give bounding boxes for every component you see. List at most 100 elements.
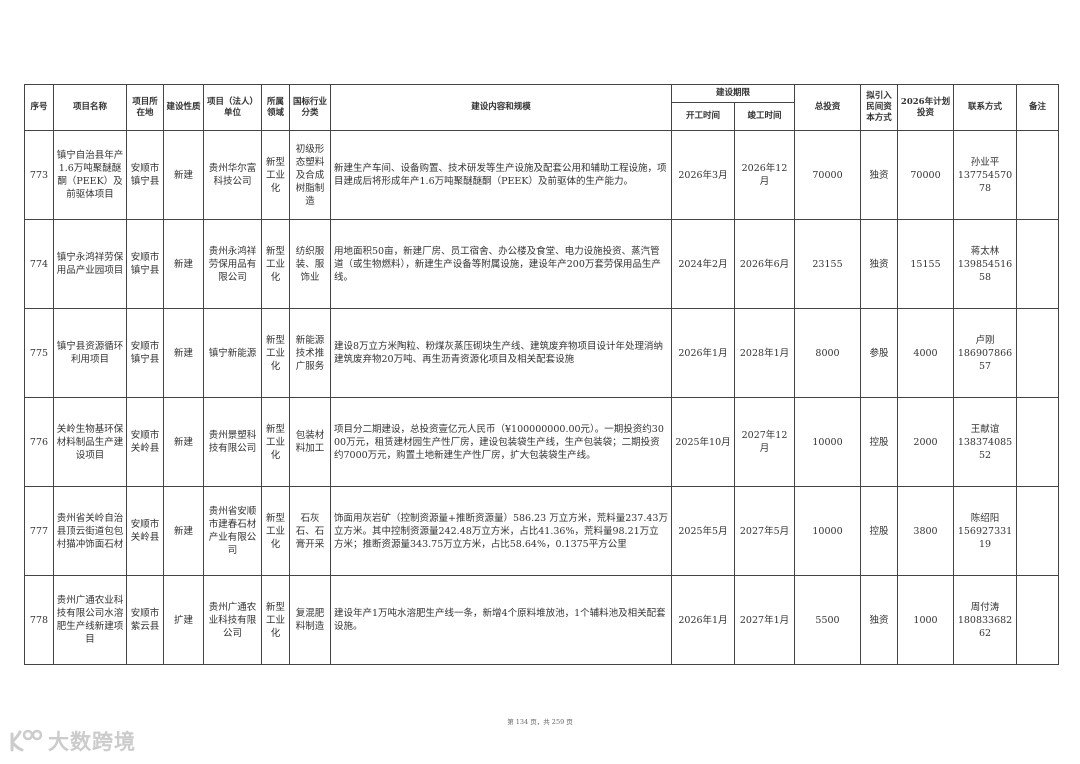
cell-capital-mode: 独资 xyxy=(860,575,899,665)
cell-field: 新型工业化 xyxy=(261,397,290,487)
cell-content: 用地面积50亩，新建厂房、员工宿舍、办公楼及食堂、电力设施投资、蒸汽管道（或生物… xyxy=(330,219,672,309)
watermark: 大数跨境 xyxy=(8,726,136,756)
cell-content: 建设年产1万吨水溶肥生产线一条，新增4个原料堆放池，1个辅料池及相关配套设施。 xyxy=(330,575,672,665)
cell-contact: 周付涛 18083368262 xyxy=(953,575,1018,665)
cell-start: 2025年10月 xyxy=(671,397,735,487)
contact-name: 蒋太林 xyxy=(970,245,1000,257)
contact-phone: 13837408552 xyxy=(957,436,1013,461)
table-row: 778 贵州广通农业科技有限公司水溶肥生产线新建项目 安顺市紫云县 扩建 贵州广通农业科… xyxy=(24,575,1060,665)
cell-seq: 776 xyxy=(24,397,54,487)
header-contact: 联系方式 xyxy=(953,84,1018,131)
header-start: 开工时间 xyxy=(671,102,735,131)
page-number: 第 134 页，共 259 页 xyxy=(507,718,573,726)
cell-name: 贵州广通农业科技有限公司水溶肥生产线新建项目 xyxy=(53,575,127,665)
cell-field: 新型工业化 xyxy=(261,219,290,309)
cell-seq: 777 xyxy=(24,486,54,576)
cell-start: 2026年1月 xyxy=(671,575,735,665)
header-plan2026: 2026年计划投资 xyxy=(897,84,955,131)
header-period: 建设期限 xyxy=(670,84,796,103)
cell-field: 新型工业化 xyxy=(261,130,290,220)
table-row: 773 镇宁自治县年产1.6万吨聚醚醚酮（PEEK）及前驱体项目 安顺市镇宁县 新建贵… xyxy=(24,130,1060,220)
cell-capital-mode: 参股 xyxy=(860,308,899,398)
cell-plan2026: 15155 xyxy=(897,219,955,309)
header-remark: 备注 xyxy=(1016,84,1060,131)
contact-phone: 18083368262 xyxy=(957,614,1013,639)
cell-contact: 孙业平 13775457078 xyxy=(953,130,1018,220)
cell-unit: 贵州永鸿祥劳保用品有限公司 xyxy=(203,219,262,309)
cell-contact: 蒋太林 13985451658 xyxy=(953,219,1018,309)
header-total: 总投资 xyxy=(794,84,862,131)
table-row: 777 贵州省关岭自治县顶云街道包包村猫冲饰面石材 安顺市关岭县 新建 贵州省安顺市建春… xyxy=(24,486,1060,576)
cell-field: 新型工业化 xyxy=(261,308,290,398)
cell-contact: 卢刚 18690786657 xyxy=(953,308,1018,398)
cell-unit: 贵州广通农业科技有限公司 xyxy=(203,575,262,665)
cell-seq: 774 xyxy=(24,219,54,309)
contact-phone: 15692733119 xyxy=(957,525,1013,550)
cell-remark xyxy=(1016,575,1060,665)
cell-capital-mode: 控股 xyxy=(860,486,899,576)
cell-plan2026: 1000 xyxy=(897,575,955,665)
contact-name: 王献谊 xyxy=(970,423,1000,435)
header-location: 项目所在地 xyxy=(126,84,164,131)
cell-start: 2024年2月 xyxy=(671,219,735,309)
cell-location: 安顺市镇宁县 xyxy=(126,130,164,220)
cell-seq: 775 xyxy=(24,308,54,398)
cell-location: 安顺市镇宁县 xyxy=(126,308,164,398)
table-row: 775 镇宁县资源循环利用项目 安顺市镇宁县 新建 镇宁新能源 新型工业化 新能源技术推广服… xyxy=(24,308,1060,398)
cell-location: 安顺市关岭县 xyxy=(126,486,164,576)
cell-name: 关岭生物基环保材料制品生产建设项目 xyxy=(53,397,127,487)
cell-unit: 贵州华尔富科技公司 xyxy=(203,130,262,220)
cell-nature: 扩建 xyxy=(163,575,204,665)
header-name: 项目名称 xyxy=(53,84,127,131)
cell-unit: 贵州景塑科技有限公司 xyxy=(203,397,262,487)
header-field: 所属领域 xyxy=(261,84,290,131)
header-content: 建设内容和规模 xyxy=(330,84,672,131)
contact-phone: 13985451658 xyxy=(957,258,1013,283)
cell-end: 2026年12月 xyxy=(733,130,796,220)
cell-unit: 贵州省安顺市建春石材产业有限公司 xyxy=(203,486,262,576)
header-nature: 建设性质 xyxy=(163,84,204,131)
cell-content: 项目分二期建设，总投资壹亿元人民币（¥100000000.00元）。一期投资约3… xyxy=(330,397,672,487)
cell-location: 安顺市镇宁县 xyxy=(126,219,164,309)
cell-total: 10000 xyxy=(794,397,862,487)
cell-plan2026: 4000 xyxy=(897,308,955,398)
cell-total: 10000 xyxy=(794,486,862,576)
cell-end: 2026年6月 xyxy=(733,219,796,309)
contact-name: 陈绍阳 xyxy=(970,512,1000,524)
cell-unit: 镇宁新能源 xyxy=(203,308,262,398)
watermark-logo-icon xyxy=(10,729,42,752)
cell-seq: 778 xyxy=(24,575,54,665)
cell-field: 新型工业化 xyxy=(261,575,290,665)
cell-nature: 新建 xyxy=(163,486,204,576)
cell-capital-mode: 控股 xyxy=(860,397,899,487)
cell-industry: 复混肥料制造 xyxy=(289,575,331,665)
cell-nature: 新建 xyxy=(163,308,204,398)
cell-contact: 王献谊 13837408552 xyxy=(953,397,1018,487)
cell-remark xyxy=(1016,308,1060,398)
cell-name: 镇宁县资源循环利用项目 xyxy=(53,308,127,398)
cell-end: 2027年12月 xyxy=(733,397,796,487)
cell-name: 镇宁永鸿祥劳保用品产业园项目 xyxy=(53,219,127,309)
header-unit: 项目（法人）单位 xyxy=(203,84,262,131)
cell-end: 2027年5月 xyxy=(733,486,796,576)
cell-remark xyxy=(1016,397,1060,487)
cell-total: 5500 xyxy=(794,575,862,665)
cell-end: 2028年1月 xyxy=(733,308,796,398)
cell-remark xyxy=(1016,486,1060,576)
cell-start: 2025年5月 xyxy=(671,486,735,576)
cell-location: 安顺市关岭县 xyxy=(126,397,164,487)
cell-content: 饰面用灰岩矿（控制资源量+推断资源量）586.23 万立方米，荒料量237.43… xyxy=(330,486,672,576)
cell-seq: 773 xyxy=(24,130,54,220)
watermark-text: 大数跨境 xyxy=(48,730,136,754)
cell-plan2026: 2000 xyxy=(897,397,955,487)
cell-field: 新型工业化 xyxy=(261,486,290,576)
cell-contact: 陈绍阳 15692733119 xyxy=(953,486,1018,576)
cell-start: 2026年1月 xyxy=(671,308,735,398)
cell-end: 2027年1月 xyxy=(733,575,796,665)
cell-total: 70000 xyxy=(794,130,862,220)
cell-industry: 包装材料加工 xyxy=(289,397,331,487)
contact-phone: 18690786657 xyxy=(957,347,1013,372)
cell-start: 2026年3月 xyxy=(671,130,735,220)
header-end: 竣工时间 xyxy=(733,102,796,131)
cell-remark xyxy=(1016,130,1060,220)
